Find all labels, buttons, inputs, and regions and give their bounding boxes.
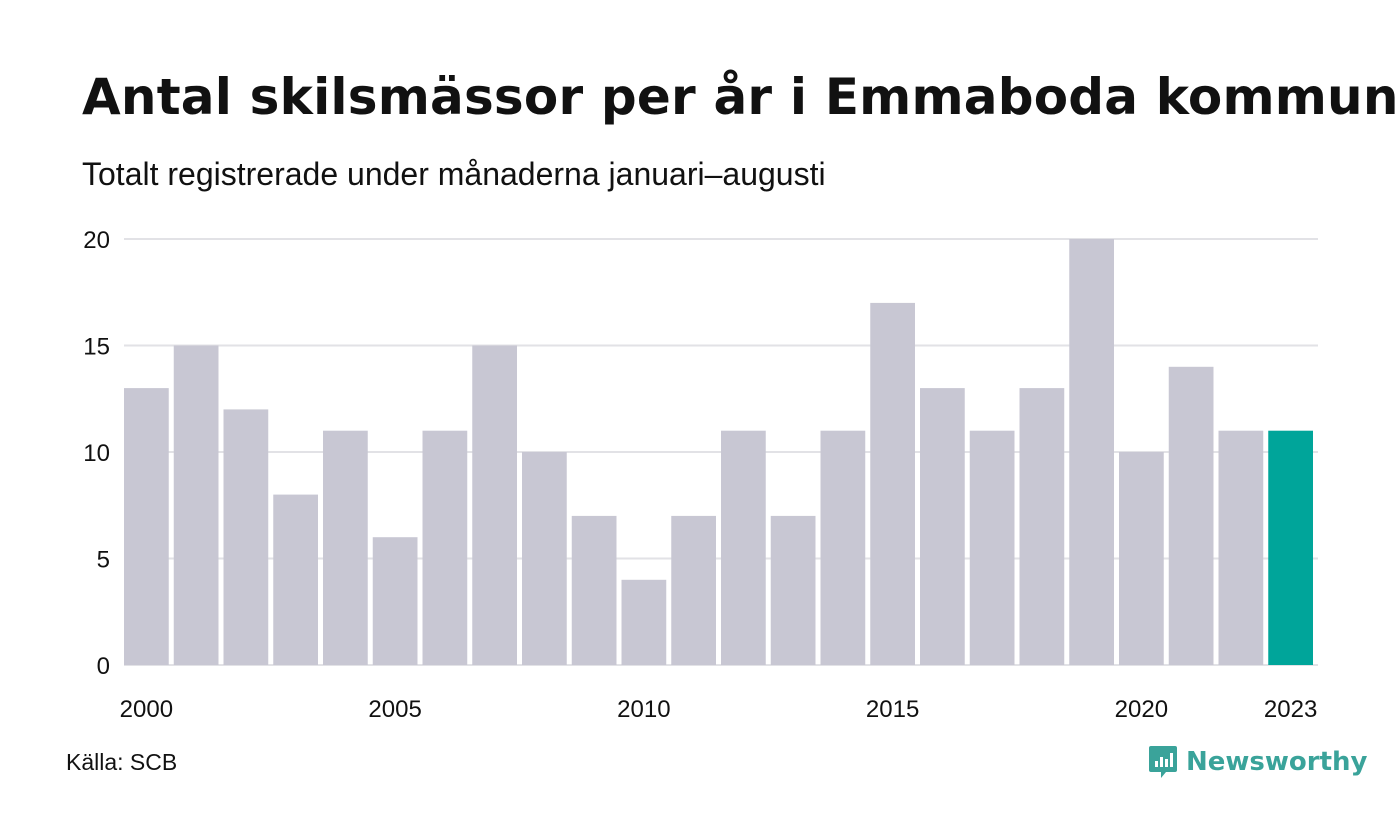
bars [124, 239, 1313, 665]
bar-2012 [721, 430, 766, 665]
x-tick-label-2000: 2000 [120, 696, 173, 723]
bar-2018 [1019, 388, 1065, 665]
bar-2010 [621, 579, 667, 665]
newsworthy-logo-icon [1149, 746, 1177, 778]
x-tick-label-2010: 2010 [617, 696, 670, 723]
bar-2006 [422, 430, 468, 665]
bar-2019 [1069, 239, 1114, 665]
bar-2002 [223, 409, 269, 665]
bar-2008 [522, 452, 567, 665]
bar-2017 [969, 430, 1015, 665]
x-axis-ticks: 2000 2005 2010 2015 2020 2023 [120, 696, 1318, 723]
x-tick-label-2015: 2015 [866, 696, 919, 723]
bar-2009 [571, 515, 617, 665]
bar-2022 [1218, 430, 1264, 665]
y-tick-label-15: 15 [83, 334, 110, 361]
y-tick-label-10: 10 [83, 440, 110, 467]
brand-name: Newsworthy [1186, 747, 1368, 777]
bar-2013 [770, 515, 816, 665]
x-tick-label-2023: 2023 [1264, 696, 1317, 723]
bar-2011 [671, 515, 716, 665]
x-tick-label-2005: 2005 [368, 696, 421, 723]
source-note: Källa: SCB [66, 749, 178, 775]
chart-subtitle: Totalt registrerade under månaderna janu… [82, 156, 826, 192]
chart-title: Antal skilsmässor per år i Emmaboda komm… [82, 68, 1399, 126]
bar-2015 [870, 302, 915, 665]
y-tick-label-5: 5 [97, 547, 110, 574]
bar-2000 [124, 388, 169, 665]
bar-2005 [372, 537, 418, 665]
bar-2007 [472, 345, 517, 665]
y-tick-label-20: 20 [83, 227, 110, 254]
bar-2001 [173, 345, 219, 665]
y-tick-label-0: 0 [97, 653, 110, 680]
x-tick-label-2020: 2020 [1115, 696, 1168, 723]
bar-2016 [920, 388, 965, 665]
bar-2004 [323, 430, 368, 665]
bar-2020 [1119, 452, 1164, 665]
y-axis-ticks: 0 5 10 15 20 [83, 227, 110, 680]
bar-2003 [273, 494, 318, 665]
bar-2021 [1168, 366, 1214, 665]
brand-logo: Newsworthy [1148, 742, 1367, 782]
bar-2014 [820, 430, 866, 665]
bar-2023 [1268, 430, 1313, 665]
